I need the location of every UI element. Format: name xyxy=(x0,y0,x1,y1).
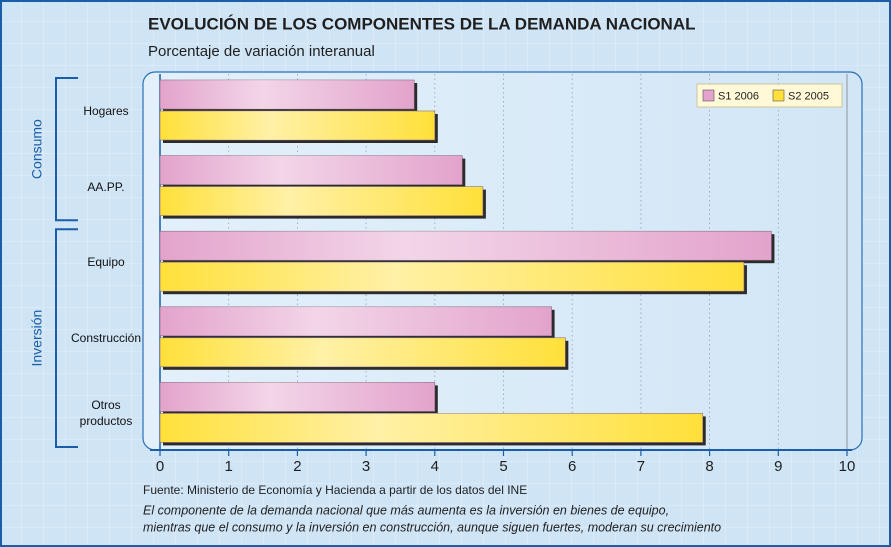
y-tick-label-box: Hogares xyxy=(83,104,129,118)
bar-shine xyxy=(160,186,483,216)
group-bracket xyxy=(55,77,78,222)
source: Fuente: Ministerio de Economía y Haciend… xyxy=(143,483,527,497)
bar-shine xyxy=(160,231,772,261)
x-tick-label: 4 xyxy=(431,458,439,475)
y-tick-label-box: AA.PP. xyxy=(87,179,125,194)
y-tick-label: Equipo xyxy=(87,255,125,270)
x-tick-label: 10 xyxy=(839,458,856,475)
x-tick-label: 9 xyxy=(774,458,782,475)
subtitle: Porcentaje de variación interanual xyxy=(148,43,375,60)
y-tick-label: AA.PP. xyxy=(87,179,125,194)
y-tick-label: Construcción xyxy=(70,330,142,345)
x-tick-label: 8 xyxy=(705,458,713,475)
legend-box xyxy=(696,83,843,108)
bar-shine xyxy=(160,262,744,292)
y-tick-label-box: Otros productos xyxy=(79,398,133,429)
legend-swatch xyxy=(702,89,715,102)
bar-shine xyxy=(160,413,703,443)
x-tick-label: 1 xyxy=(225,458,233,475)
x-tick-label: 2 xyxy=(293,458,301,475)
bar-shine xyxy=(160,306,552,336)
y-tick-label: Hogares xyxy=(83,104,129,118)
note-line: El componente de la demanda nacional que… xyxy=(143,503,669,517)
x-tick-label: 7 xyxy=(637,458,645,475)
note-line: mientras que el consumo y la inversión e… xyxy=(143,520,721,534)
group-label: Inversión xyxy=(29,310,45,367)
bar-shine xyxy=(160,382,435,412)
y-tick-label: Otros productos xyxy=(79,398,133,429)
x-tick-label: 3 xyxy=(362,458,370,475)
chart-title: EVOLUCIÓN DE LOS COMPONENTES DE LA DEMAN… xyxy=(148,14,695,33)
bar-shine xyxy=(160,80,415,109)
legend-label: S1 2006 xyxy=(718,90,759,102)
legend-label: S2 2005 xyxy=(788,90,829,102)
bar-shine xyxy=(160,155,463,185)
legend-swatch xyxy=(772,89,785,102)
group-label: Consumo xyxy=(29,119,45,179)
y-tick-label-box: Equipo xyxy=(87,255,125,270)
y-tick-label-box: Construcción xyxy=(70,330,142,345)
group-bracket xyxy=(55,228,78,448)
bar-shine xyxy=(160,111,435,140)
x-tick-label: 5 xyxy=(499,458,507,475)
bar-shine xyxy=(160,337,566,367)
x-tick-label: 0 xyxy=(156,458,164,475)
x-tick-label: 6 xyxy=(568,458,576,475)
